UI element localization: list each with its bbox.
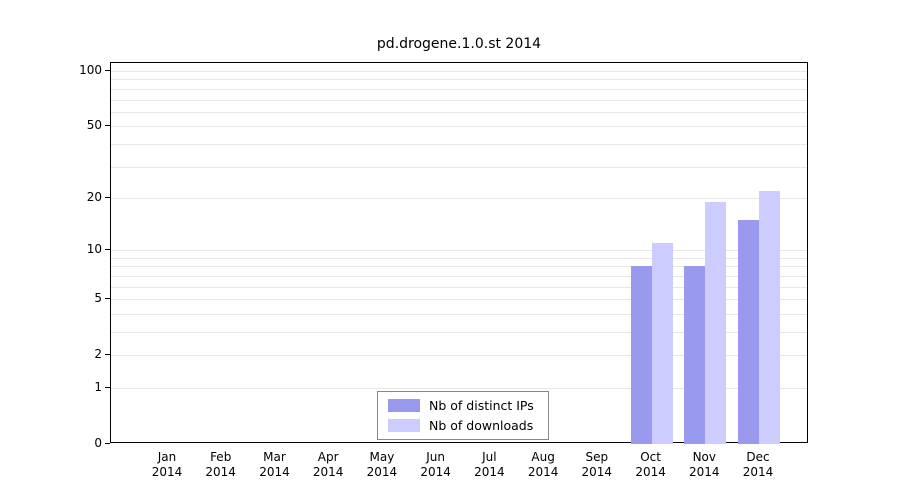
gridline-4 [111,313,807,315]
legend-item-nb-of-distinct-ips: Nb of distinct IPs [388,398,534,413]
gridline-9 [111,257,807,259]
gridline-30 [111,166,807,168]
y-tick-mark-2 [105,354,110,356]
y-tick-mark-0 [105,443,110,444]
x-tick-label-jul-2014: Jul 2014 [461,450,517,480]
x-tick-line: 2014 [420,465,451,479]
gridline-80 [111,88,807,90]
bar-nb-of-downloads-nov-2014 [705,201,727,444]
x-tick-line: Jan [157,450,177,464]
gridline-8 [111,266,807,268]
bar-nb-of-downloads-oct-2014 [651,243,673,444]
legend: Nb of distinct IPs Nb of downloads [377,391,549,440]
x-tick-label-oct-2014: Oct 2014 [623,450,679,480]
gridline-7 [111,275,807,277]
bar-nb-of-distinct-ips-nov-2014 [684,266,706,444]
x-tick-label-aug-2014: Aug 2014 [515,450,571,480]
x-tick-line: Aug [531,450,555,464]
gridline-5 [111,299,807,301]
x-tick-line: 2014 [205,465,236,479]
gridline-50 [111,126,807,128]
x-tick-label-sep-2014: Sep 2014 [569,450,625,480]
x-tick-line: 2014 [151,465,183,479]
bar-nb-of-distinct-ips-oct-2014 [630,266,652,444]
y-tick-label-1: 1 [94,380,102,394]
y-tick-mark-1 [105,387,110,388]
x-tick-line: 2014 [742,465,774,479]
x-tick-line: Nov [692,450,716,464]
x-tick-label-apr-2014: Apr 2014 [300,450,356,480]
y-tick-label-100: 100 [79,63,102,77]
x-tick-label-dec-2014: Dec 2014 [730,450,786,480]
y-tick-mark-50 [105,125,110,127]
x-tick-line: Sep [585,450,609,464]
bar-nb-of-distinct-ips-dec-2014 [738,219,759,444]
x-tick-label-may-2014: May 2014 [354,450,410,480]
plot-area [110,62,808,444]
y-tick-mark-10 [105,249,110,251]
y-tick-mark-20 [105,196,110,198]
x-tick-line: 2014 [689,465,720,479]
y-tick-mark-5 [105,298,110,300]
x-tick-label-jun-2014: Jun 2014 [408,450,464,480]
x-tick-label-nov-2014: Nov 2014 [676,450,732,480]
x-tick-line: Oct [640,450,661,464]
x-tick-line: 2014 [527,465,559,479]
y-tick-label-5: 5 [94,291,102,306]
x-tick-line: 2014 [635,465,666,479]
gridline-70 [111,99,807,101]
bar-nb-of-downloads-dec-2014 [759,190,780,444]
y-tick-label-50: 50 [86,118,102,133]
gridline-3 [111,332,807,333]
x-tick-line: Apr [317,450,339,464]
gridline-6 [111,286,807,288]
x-tick-label-feb-2014: Feb 2014 [193,450,249,480]
x-tick-line: 2014 [312,465,344,479]
gridline-20 [111,197,807,199]
gridline-90 [111,79,807,81]
x-tick-line: 2014 [581,465,613,479]
legend-item-nb-of-downloads: Nb of downloads [388,418,534,433]
x-tick-line: Mar [263,450,286,464]
x-tick-line: May [369,450,395,464]
x-tick-line: 2014 [259,465,290,479]
gridline-100 [111,71,807,72]
x-tick-line: Jul [482,450,497,464]
y-tick-mark-100 [105,70,110,71]
x-tick-line: Dec [746,450,770,464]
x-tick-line: 2014 [366,465,398,479]
legend-swatch-icon [388,399,420,412]
x-tick-label-mar-2014: Mar 2014 [247,450,303,480]
gridline-1 [111,388,807,389]
legend-swatch-icon [388,419,420,432]
x-tick-label-jan-2014: Jan 2014 [139,450,195,480]
gridline-10 [111,250,807,252]
y-tick-label-0: 0 [94,436,102,450]
legend-label: Nb of downloads [429,418,534,433]
y-tick-label-2: 2 [94,347,102,362]
gridline-40 [111,143,807,145]
gridline-60 [111,111,807,113]
y-tick-label-10: 10 [86,242,102,257]
x-tick-line: 2014 [474,465,505,479]
chart-title: pd.drogene.1.0.st 2014 [376,36,542,52]
x-tick-line: Feb [210,450,232,464]
legend-label: Nb of distinct IPs [429,398,534,413]
y-tick-label-20: 20 [86,189,102,204]
gridline-2 [111,355,807,357]
x-tick-line: Jun [426,450,445,464]
